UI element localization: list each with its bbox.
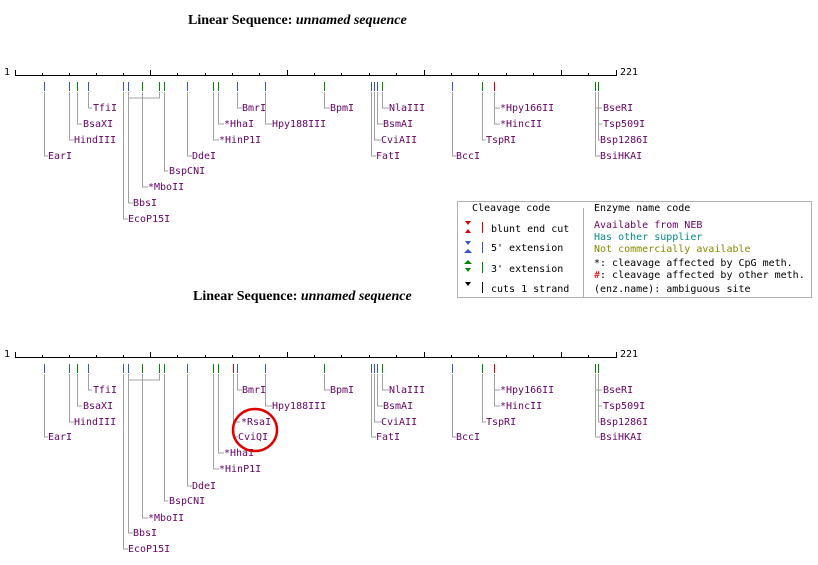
label-bsmai: BsmAI bbox=[383, 119, 413, 130]
label-bsp1286i: Bsp1286I bbox=[600, 135, 648, 146]
legend-one: cuts 1 strand bbox=[491, 284, 569, 295]
label-cviaii: CviAII bbox=[381, 417, 417, 428]
ruler-start: 1 bbox=[4, 67, 10, 78]
legend-cleavage-title: Cleavage code bbox=[472, 203, 550, 214]
ruler bbox=[15, 352, 617, 358]
legend-ambig: (enz.name): ambiguous site bbox=[594, 284, 751, 295]
legend-notcomm: Not commercially available bbox=[594, 244, 751, 255]
map-title: Linear Sequence: unnamed sequence bbox=[188, 13, 407, 28]
label-hinp1i: *HinP1I bbox=[219, 464, 261, 475]
ruler-minor-ticks bbox=[42, 73, 589, 76]
label-bsmai: BsmAI bbox=[383, 401, 413, 412]
leader-lines bbox=[44, 374, 602, 550]
cut-ticks bbox=[44, 82, 599, 91]
label-tsp509i: Tsp509I bbox=[603, 401, 645, 412]
label-hhai: *HhaI bbox=[224, 448, 254, 459]
sequence-map-2: Linear Sequence: unnamed sequence 1 221 bbox=[4, 289, 648, 555]
label-nlaiii: NlaIII bbox=[389, 385, 425, 396]
legend-five: 5' extension bbox=[491, 243, 563, 254]
label-ddei: DdeI bbox=[192, 151, 216, 162]
label-fati: FatI bbox=[376, 432, 400, 443]
legend-othermeth: #: cleavage affected by other meth. bbox=[594, 270, 805, 281]
label-tspri: TspRI bbox=[486, 417, 516, 428]
label-mboii: *MboII bbox=[148, 182, 184, 193]
ruler-end: 221 bbox=[620, 349, 638, 360]
label-nlaiii: NlaIII bbox=[389, 103, 425, 114]
label-hpy166ii: *Hpy166II bbox=[500, 103, 554, 114]
legend-three: 3' extension bbox=[491, 264, 563, 275]
label-hhai: *HhaI bbox=[224, 119, 254, 130]
label-eari: EarI bbox=[48, 151, 72, 162]
label-ecop15i: EcoP15I bbox=[128, 544, 170, 555]
label-bsaxi: BsaXI bbox=[83, 401, 113, 412]
label-bseri: BseRI bbox=[603, 103, 633, 114]
label-bsihkai: BsiHKAI bbox=[600, 151, 642, 162]
label-bcci: BccI bbox=[456, 432, 480, 443]
legend-cpg: *: cleavage affected by CpG meth. bbox=[594, 258, 793, 269]
label-hincii: *HincII bbox=[500, 119, 542, 130]
legend-blunt: blunt end cut bbox=[491, 224, 569, 235]
highlight-circle bbox=[231, 407, 279, 453]
label-hindiii: HindIII bbox=[74, 417, 116, 428]
label-hpy188iii: Hpy188III bbox=[272, 401, 326, 412]
label-hindiii: HindIII bbox=[74, 135, 116, 146]
legend-hash-symbol: # bbox=[594, 270, 600, 281]
legend-name-title: Enzyme name code bbox=[594, 203, 690, 214]
label-bsaxi: BsaXI bbox=[83, 119, 113, 130]
enzyme-labels: TfiI BsaXI HindIII EarI BspCNI *MboII Bb… bbox=[48, 103, 648, 225]
map-title: Linear Sequence: unnamed sequence bbox=[193, 289, 412, 304]
label-bpmi: BpmI bbox=[330, 103, 354, 114]
label-cviaii: CviAII bbox=[381, 135, 417, 146]
legend: Cleavage code Enzyme name code blunt end… bbox=[457, 201, 812, 298]
blunt-cut-icon bbox=[465, 221, 483, 233]
label-eari: EarI bbox=[48, 432, 72, 443]
label-tspri: TspRI bbox=[486, 135, 516, 146]
label-bbsi: BbsI bbox=[133, 198, 157, 209]
label-tfii: TfiI bbox=[93, 385, 117, 396]
label-bspcni: BspCNI bbox=[169, 496, 205, 507]
ruler bbox=[15, 70, 617, 76]
label-hincii: *HincII bbox=[500, 401, 542, 412]
label-mboii: *MboII bbox=[148, 513, 184, 524]
label-hinp1i: *HinP1I bbox=[219, 135, 261, 146]
label-cviqi: CviQI bbox=[238, 432, 268, 443]
ruler-minor-ticks bbox=[42, 355, 589, 358]
one-strand-icon bbox=[465, 282, 483, 293]
ruler-end: 221 bbox=[620, 67, 638, 78]
label-bsp1286i: Bsp1286I bbox=[600, 417, 648, 428]
label-bbsi: BbsI bbox=[133, 528, 157, 539]
legend-neb: Available from NEB bbox=[594, 220, 702, 231]
legend-other: Has other supplier bbox=[594, 232, 702, 243]
label-bpmi: BpmI bbox=[330, 385, 354, 396]
ruler-start: 1 bbox=[4, 349, 10, 360]
label-ddei: DdeI bbox=[192, 481, 216, 492]
sequence-map-1: Linear Sequence: unnamed sequence 1 221 bbox=[4, 13, 648, 225]
label-fati: FatI bbox=[376, 151, 400, 162]
three-prime-icon bbox=[464, 260, 483, 273]
label-ecop15i: EcoP15I bbox=[128, 214, 170, 225]
label-tsp509i: Tsp509I bbox=[603, 119, 645, 130]
label-bcci: BccI bbox=[456, 151, 480, 162]
cut-ticks bbox=[44, 364, 599, 373]
label-bspcni: BspCNI bbox=[169, 166, 205, 177]
label-rsai: *RsaI bbox=[241, 417, 271, 428]
label-bmri: BmrI bbox=[242, 385, 266, 396]
leader-lines bbox=[44, 92, 602, 220]
label-bmri: BmrI bbox=[242, 103, 266, 114]
label-bseri: BseRI bbox=[603, 385, 633, 396]
label-tfii: TfiI bbox=[93, 103, 117, 114]
label-hpy166ii: *Hpy166II bbox=[500, 385, 554, 396]
enzyme-labels: TfiI BsaXI HindIII EarI BspCNI *MboII Bb… bbox=[48, 385, 648, 555]
label-bsihkai: BsiHKAI bbox=[600, 432, 642, 443]
five-prime-icon bbox=[464, 241, 483, 253]
label-hpy188iii: Hpy188III bbox=[272, 119, 326, 130]
